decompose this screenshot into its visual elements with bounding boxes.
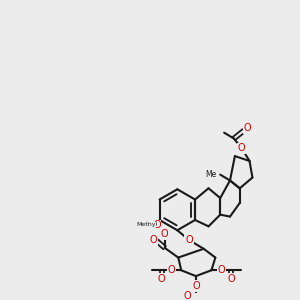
Text: O: O <box>168 265 175 275</box>
Text: Me: Me <box>205 170 216 179</box>
Text: O: O <box>218 265 225 275</box>
Text: O: O <box>192 281 200 291</box>
Text: O: O <box>238 143 245 153</box>
Text: O: O <box>227 274 235 284</box>
Text: O: O <box>183 291 191 300</box>
Text: O: O <box>185 235 193 245</box>
Text: O: O <box>158 274 166 284</box>
Text: O: O <box>149 235 157 245</box>
Text: Methyl: Methyl <box>136 222 158 227</box>
Text: O: O <box>161 229 168 239</box>
Text: O: O <box>244 123 251 133</box>
Text: O: O <box>153 220 160 230</box>
